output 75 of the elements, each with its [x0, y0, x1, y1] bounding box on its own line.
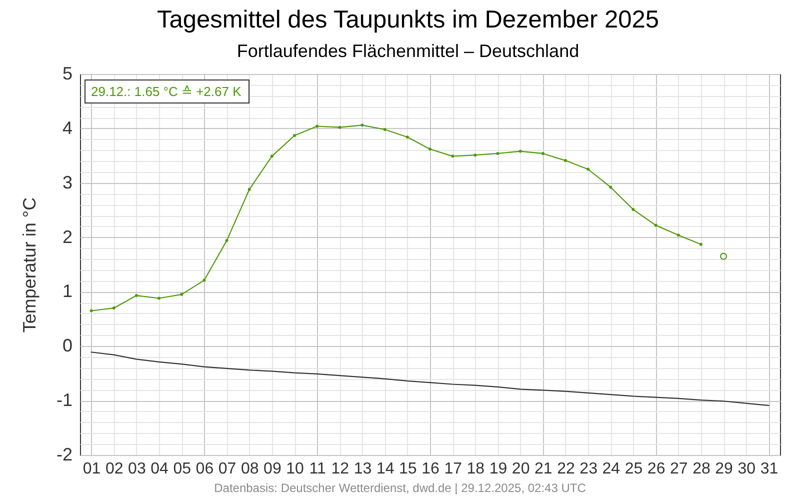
point — [383, 128, 386, 132]
point — [112, 306, 116, 310]
x-tick-label: 02 — [105, 460, 124, 478]
point — [202, 278, 206, 282]
x-tick-label: 13 — [354, 460, 372, 478]
y-axis-title: Temperatur in °C — [20, 197, 40, 333]
x-tick-label: 26 — [647, 460, 666, 478]
point — [248, 188, 251, 191]
x-tick-label: 29 — [715, 460, 734, 478]
x-tick-label: 06 — [196, 460, 214, 478]
x-tick-label: 01 — [82, 460, 101, 478]
point — [676, 234, 680, 237]
x-tick-label: 20 — [512, 460, 530, 478]
point — [541, 152, 544, 155]
y-tick-label: 4 — [62, 118, 72, 138]
x-tick-label: 12 — [331, 460, 350, 478]
x-tick-label: 03 — [128, 460, 146, 478]
point — [564, 159, 567, 162]
annotation: 29.12.: 1.65 °C ≙ +2.67 K — [91, 84, 242, 99]
x-tick-label: 05 — [173, 460, 192, 478]
x-tick-label: 04 — [150, 460, 169, 478]
x-tick-label: 10 — [286, 460, 304, 478]
point — [134, 294, 138, 298]
point — [451, 154, 454, 158]
x-tick-label: 17 — [444, 460, 462, 478]
x-tick-label: 09 — [264, 460, 282, 478]
x-tick-label: 07 — [218, 460, 236, 478]
chart-subtitle: Fortlaufendes Flächenmittel – Deutschland — [236, 41, 580, 61]
y-tick-label: -1 — [56, 390, 72, 410]
y-tick-label: 5 — [62, 64, 72, 84]
point — [699, 242, 702, 246]
x-tick-label: 21 — [534, 460, 552, 478]
x-tick-label: 28 — [692, 460, 710, 478]
point — [720, 252, 728, 260]
text: Datenbasis: Deutscher Wetterdienst, dwd.de | 29.12.2025, 02:43 UTC — [214, 481, 586, 495]
x-tick-label: 30 — [738, 460, 756, 478]
point — [609, 186, 612, 189]
y-tick-label: 1 — [62, 281, 72, 302]
line-series — [90, 352, 770, 406]
point — [428, 148, 432, 151]
point — [180, 292, 184, 296]
x-tick-label: 22 — [557, 460, 575, 478]
point — [270, 154, 274, 158]
point — [654, 224, 658, 227]
y-tick-label: 2 — [62, 226, 72, 247]
point — [632, 208, 635, 212]
point — [360, 124, 364, 127]
x-tick-label: 23 — [580, 460, 598, 478]
point — [293, 134, 296, 137]
x-tick-label: 14 — [376, 460, 394, 478]
point — [518, 150, 522, 153]
point — [90, 309, 93, 312]
x-tick-label: 15 — [399, 460, 417, 478]
point — [158, 296, 161, 300]
point — [496, 152, 500, 155]
line-series — [90, 124, 702, 312]
point — [406, 136, 409, 139]
x-tick-label: 19 — [489, 460, 508, 478]
x-tick-label: 24 — [602, 460, 620, 478]
x-tick-label: 08 — [240, 460, 259, 478]
point — [474, 154, 477, 157]
x-tick-label: 11 — [309, 460, 326, 478]
chart-title: Tagesmittel des Taupunkts im Dezember 2025 — [156, 6, 660, 34]
x-tick-label: 25 — [624, 460, 643, 478]
point — [316, 124, 319, 128]
y-tick-label: -2 — [56, 444, 72, 464]
x-tick-label: 18 — [466, 460, 485, 478]
x-tick-label: 27 — [670, 460, 688, 478]
y-tick-label: 3 — [62, 172, 72, 192]
point — [338, 126, 342, 129]
x-tick-label: 31 — [760, 460, 778, 478]
point — [586, 168, 590, 171]
point — [225, 239, 228, 242]
y-tick-label: 0 — [62, 336, 72, 356]
x-tick-label: 16 — [422, 460, 440, 478]
